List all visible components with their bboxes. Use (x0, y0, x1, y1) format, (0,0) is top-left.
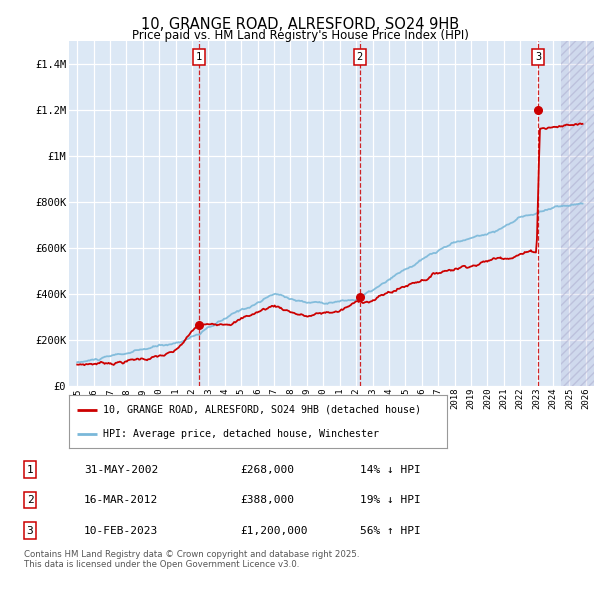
Text: £1,200,000: £1,200,000 (240, 526, 308, 536)
Text: HPI: Average price, detached house, Winchester: HPI: Average price, detached house, Winc… (103, 429, 379, 439)
Text: 3: 3 (26, 526, 34, 536)
Text: 1: 1 (26, 464, 34, 474)
Text: 1: 1 (196, 52, 202, 62)
Bar (561, 41, 600, 386)
Text: 3: 3 (535, 52, 542, 62)
Text: 56% ↑ HPI: 56% ↑ HPI (360, 526, 421, 536)
Text: 10, GRANGE ROAD, ALRESFORD, SO24 9HB: 10, GRANGE ROAD, ALRESFORD, SO24 9HB (141, 17, 459, 31)
Text: 19% ↓ HPI: 19% ↓ HPI (360, 495, 421, 505)
Text: £388,000: £388,000 (240, 495, 294, 505)
Text: 14% ↓ HPI: 14% ↓ HPI (360, 464, 421, 474)
Bar (561, 41, 600, 386)
Text: 2: 2 (26, 495, 34, 505)
Text: 10-FEB-2023: 10-FEB-2023 (84, 526, 158, 536)
Text: 16-MAR-2012: 16-MAR-2012 (84, 495, 158, 505)
Text: Contains HM Land Registry data © Crown copyright and database right 2025.
This d: Contains HM Land Registry data © Crown c… (24, 550, 359, 569)
Text: 10, GRANGE ROAD, ALRESFORD, SO24 9HB (detached house): 10, GRANGE ROAD, ALRESFORD, SO24 9HB (de… (103, 405, 421, 415)
Text: 31-MAY-2002: 31-MAY-2002 (84, 464, 158, 474)
Text: Price paid vs. HM Land Registry's House Price Index (HPI): Price paid vs. HM Land Registry's House … (131, 30, 469, 42)
Text: £268,000: £268,000 (240, 464, 294, 474)
Text: 2: 2 (356, 52, 362, 62)
